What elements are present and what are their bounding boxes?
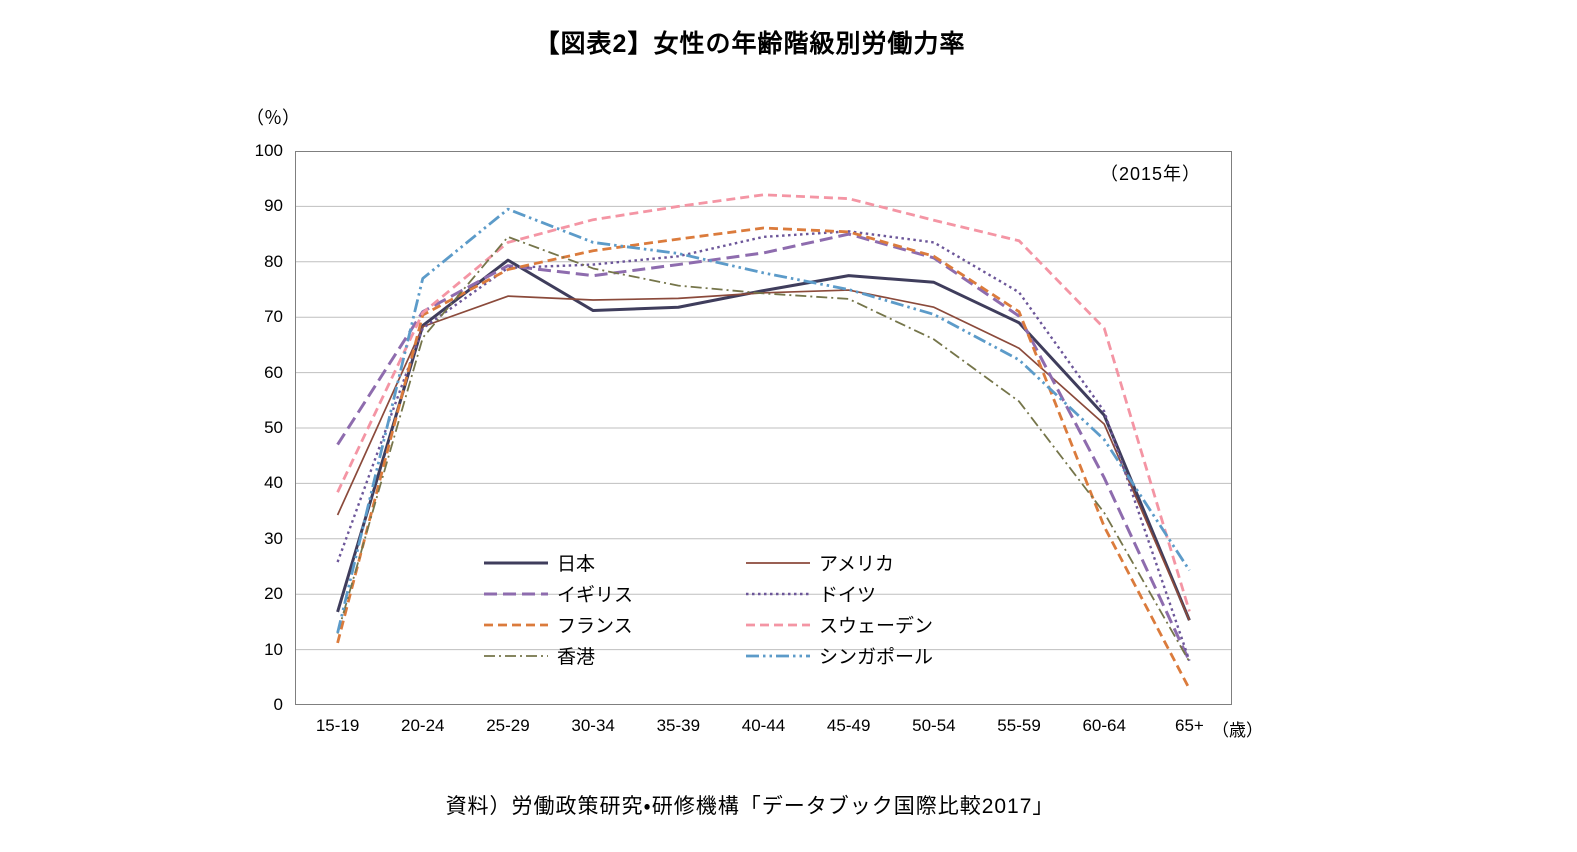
legend-item-sweden: スウェーデン xyxy=(746,611,933,638)
legend-label-singapore: シンガポール xyxy=(819,647,934,668)
chart-title: 【図表2】女性の年齢階級別労働力率 xyxy=(534,30,966,58)
legend-label-france: フランス xyxy=(557,616,633,637)
y-tick-label: 20 xyxy=(264,584,283,604)
legend-line-sample-germany xyxy=(746,592,810,595)
series-line-japan xyxy=(336,258,1191,621)
x-tick-label: 45-49 xyxy=(826,716,871,735)
legend-line-sample-singapore xyxy=(746,654,810,657)
series-line-hongkong xyxy=(336,235,1191,663)
legend-item-germany: ドイツ xyxy=(746,580,933,607)
legend-label-hongkong: 香港 xyxy=(557,647,596,668)
legend-label-uk: イギリス xyxy=(557,585,634,606)
year-annotation: （2015年） xyxy=(1100,164,1202,184)
y-tick-label: 60 xyxy=(264,362,283,382)
y-tick-label: 100 xyxy=(254,141,283,160)
x-tick-label: 60-64 xyxy=(1082,716,1126,735)
legend-item-hongkong: 香港 xyxy=(484,642,746,669)
legend-line-sample-france xyxy=(484,623,548,626)
legend-line-sample-usa xyxy=(746,561,810,564)
legend-line-sample-sweden xyxy=(746,623,810,626)
x-tick-label: 40-44 xyxy=(741,716,786,735)
x-tick-label: 15-19 xyxy=(315,716,360,735)
series-line-germany xyxy=(336,230,1191,662)
y-tick-label: 10 xyxy=(264,639,283,659)
x-tick-label: 25-29 xyxy=(486,716,530,735)
legend-item-uk: イギリス xyxy=(484,580,746,607)
legend-item-japan: 日本 xyxy=(484,549,746,576)
series-line-singapore xyxy=(336,207,1191,634)
y-tick-label: 40 xyxy=(264,473,283,493)
series-line-france xyxy=(336,226,1191,690)
x-axis-unit-label: （歳） xyxy=(1212,721,1263,740)
x-tick-label: 35-39 xyxy=(656,716,701,735)
legend: 日本 アメリカイギリス ドイツフランス スウェーデン香港 シンガポール xyxy=(484,547,933,671)
legend-line-sample-japan xyxy=(484,561,548,564)
legend-item-singapore: シンガポール xyxy=(746,642,933,669)
plot-area xyxy=(295,151,1232,705)
x-axis-tick-labels: 15-19 20-24 25-29 30-34 35-39 40-44 45-49 50-54… xyxy=(295,716,1232,746)
x-tick-label: 65+ xyxy=(1174,716,1204,735)
y-tick-label: 80 xyxy=(264,251,283,271)
source-note: 資料）労働政策研究・研修機構「データブック国際比較2017」 xyxy=(445,795,1055,818)
legend-line-sample-uk xyxy=(484,592,548,595)
y-tick-label: 70 xyxy=(264,307,283,327)
legend-item-france: フランス xyxy=(484,611,746,638)
x-tick-label: 55-59 xyxy=(997,716,1041,735)
y-axis-unit-label: （％） xyxy=(246,108,300,128)
x-tick-label: 50-54 xyxy=(912,716,956,735)
legend-label-japan: 日本 xyxy=(557,554,596,575)
legend-label-sweden: スウェーデン xyxy=(819,616,934,637)
x-tick-label: 30-34 xyxy=(571,716,615,735)
y-tick-label: 0 xyxy=(273,695,283,714)
plot-border xyxy=(295,151,1232,705)
y-tick-label: 30 xyxy=(264,528,283,548)
legend-label-germany: ドイツ xyxy=(819,585,877,606)
x-tick-label: 20-24 xyxy=(401,716,445,735)
legend-line-sample-hongkong xyxy=(484,654,548,657)
y-tick-label: 90 xyxy=(264,196,283,216)
legend-item-usa: アメリカ xyxy=(746,549,933,576)
legend-label-usa: アメリカ xyxy=(819,554,895,575)
y-tick-label: 50 xyxy=(264,418,283,437)
series-line-sweden xyxy=(336,193,1191,612)
